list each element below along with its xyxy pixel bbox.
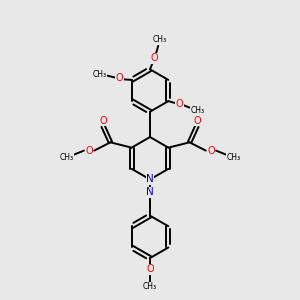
Text: CH₃: CH₃ bbox=[152, 35, 167, 44]
Text: N: N bbox=[146, 188, 154, 197]
Text: O: O bbox=[207, 146, 215, 156]
Text: O: O bbox=[176, 99, 183, 109]
Text: CH₃: CH₃ bbox=[191, 106, 205, 115]
Text: O: O bbox=[85, 146, 93, 156]
Text: CH₃: CH₃ bbox=[59, 153, 73, 162]
Text: CH₃: CH₃ bbox=[93, 70, 107, 79]
Text: O: O bbox=[146, 264, 154, 274]
Text: O: O bbox=[193, 116, 201, 126]
Text: O: O bbox=[99, 116, 107, 126]
Text: CH₃: CH₃ bbox=[143, 282, 157, 291]
Text: O: O bbox=[151, 53, 158, 63]
Text: N: N bbox=[146, 174, 154, 184]
Text: CH₃: CH₃ bbox=[227, 153, 241, 162]
Text: O: O bbox=[116, 74, 123, 83]
